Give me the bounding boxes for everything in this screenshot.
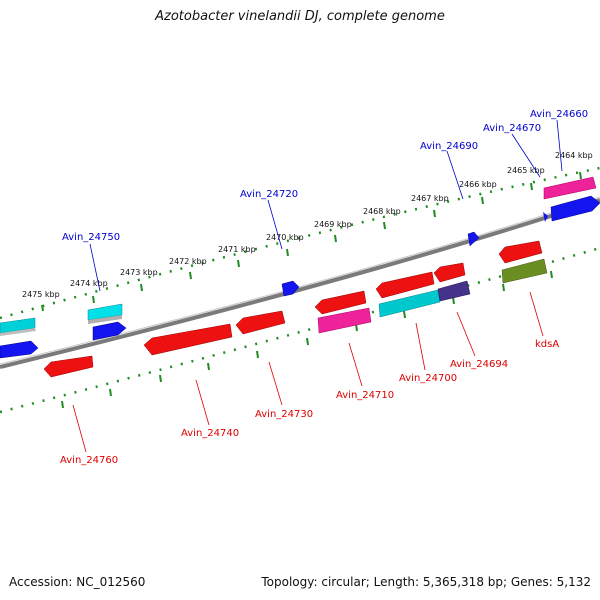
major-tick bbox=[579, 171, 582, 180]
gene-feature-shadow bbox=[0, 328, 36, 336]
major-tick bbox=[207, 362, 210, 371]
leader-line bbox=[195, 379, 210, 426]
scale-label: 2466 kbp bbox=[459, 180, 497, 189]
scale-label: 2471 kbp bbox=[218, 245, 256, 254]
genome-backbone bbox=[0, 198, 600, 369]
gene-feature-red[interactable] bbox=[43, 355, 94, 378]
major-tick bbox=[530, 182, 533, 191]
major-tick bbox=[61, 400, 64, 409]
major-tick bbox=[481, 196, 484, 205]
gene-label-kdsa[interactable]: kdsA bbox=[535, 339, 559, 350]
gene-feature-blue[interactable] bbox=[0, 340, 39, 359]
scale-label: 2464 kbp bbox=[555, 151, 593, 160]
major-tick bbox=[41, 304, 44, 312]
gene-feature-blue[interactable] bbox=[92, 321, 127, 341]
major-tick bbox=[256, 350, 259, 359]
gene-feature-blue[interactable] bbox=[550, 195, 600, 222]
leader-line bbox=[415, 322, 426, 371]
major-tick bbox=[334, 234, 337, 243]
major-tick bbox=[550, 270, 553, 279]
gene-feature-red[interactable] bbox=[143, 323, 233, 356]
gene-feature-olive[interactable] bbox=[501, 258, 548, 284]
topology-summary: Topology: circular; Length: 5,365,318 bp… bbox=[261, 575, 591, 589]
scale-label: 2465 kbp bbox=[507, 166, 545, 175]
genome-backbone-highlight bbox=[0, 196, 600, 365]
leader-line bbox=[446, 150, 464, 200]
leader-line bbox=[511, 133, 541, 178]
lower-gene-labels: Avin_24760 Avin_24740 Avin_24730 Avin_24… bbox=[60, 339, 559, 466]
gene-label-avin-24740[interactable]: Avin_24740 bbox=[181, 428, 239, 439]
scale-labels: 2475 kbp 2474 kbp 2473 kbp 2472 kbp 2471… bbox=[22, 151, 593, 299]
scale-label: 2475 kbp bbox=[22, 290, 60, 299]
inner-major-ticks bbox=[61, 270, 553, 409]
gene-label-avin-24760[interactable]: Avin_24760 bbox=[60, 455, 118, 466]
major-tick bbox=[403, 310, 406, 319]
gene-feature-red[interactable] bbox=[235, 310, 286, 335]
leader-line bbox=[529, 291, 544, 337]
major-tick bbox=[502, 283, 505, 292]
gene-feature-magenta[interactable] bbox=[543, 176, 597, 200]
major-tick bbox=[433, 209, 436, 218]
gene-label-avin-24750[interactable]: Avin_24750 bbox=[62, 232, 120, 243]
gene-label-avin-24690[interactable]: Avin_24690 bbox=[420, 141, 478, 152]
upper-leader-lines bbox=[89, 119, 563, 292]
gene-feature-red[interactable] bbox=[498, 240, 543, 264]
gene-feature-purple[interactable] bbox=[437, 280, 471, 302]
gene-feature-red[interactable] bbox=[433, 262, 466, 283]
gene-feature-shadow bbox=[88, 315, 122, 324]
scale-label: 2472 kbp bbox=[169, 257, 207, 266]
leader-line bbox=[348, 342, 363, 387]
scale-label: 2468 kbp bbox=[363, 207, 401, 216]
gene-label-avin-24700[interactable]: Avin_24700 bbox=[399, 373, 457, 384]
leader-line bbox=[268, 361, 283, 406]
major-tick bbox=[383, 221, 386, 230]
outer-major-ticks bbox=[41, 171, 582, 312]
major-tick bbox=[140, 283, 143, 292]
genome-title: Azotobacter vinelandii DJ, complete geno… bbox=[155, 9, 445, 24]
gene-feature-red[interactable] bbox=[375, 271, 435, 299]
scale-label: 2467 kbp bbox=[411, 194, 449, 203]
outer-scale-ring bbox=[0, 166, 600, 320]
gene-label-avin-24670[interactable]: Avin_24670 bbox=[483, 123, 541, 134]
major-tick bbox=[109, 388, 112, 397]
leader-line bbox=[556, 119, 563, 172]
scale-label: 2474 kbp bbox=[70, 279, 108, 288]
gene-label-avin-24720[interactable]: Avin_24720 bbox=[240, 189, 298, 200]
gene-feature-magenta[interactable] bbox=[317, 307, 372, 334]
leader-line bbox=[456, 311, 476, 357]
forward-features bbox=[0, 176, 600, 359]
gene-label-avin-24694[interactable]: Avin_24694 bbox=[450, 359, 508, 370]
gene-feature-blue[interactable] bbox=[467, 231, 480, 247]
reverse-features bbox=[43, 240, 548, 378]
leader-line bbox=[72, 404, 87, 453]
major-tick bbox=[92, 295, 95, 304]
gene-feature-red[interactable] bbox=[314, 290, 367, 315]
gene-label-avin-24660[interactable]: Avin_24660 bbox=[530, 109, 588, 120]
major-tick bbox=[237, 259, 240, 268]
major-tick bbox=[189, 271, 192, 280]
leader-line bbox=[267, 199, 283, 250]
gene-feature-cyan[interactable] bbox=[378, 289, 441, 318]
major-tick bbox=[159, 374, 162, 383]
leader-line bbox=[89, 243, 101, 292]
gene-feature-blue[interactable] bbox=[543, 212, 548, 222]
scale-label: 2470 kbp bbox=[266, 233, 304, 242]
major-tick bbox=[306, 337, 309, 346]
gene-label-avin-24710[interactable]: Avin_24710 bbox=[336, 390, 394, 401]
gene-feature-blue[interactable] bbox=[281, 280, 300, 297]
accession-label: Accession: NC_012560 bbox=[9, 575, 146, 589]
upper-gene-labels: Avin_24750 Avin_24720 Avin_24690 Avin_24… bbox=[62, 109, 588, 243]
lower-leader-lines bbox=[72, 291, 544, 453]
scale-label: 2473 kbp bbox=[120, 268, 158, 277]
gene-label-avin-24730[interactable]: Avin_24730 bbox=[255, 409, 313, 420]
major-tick bbox=[286, 248, 289, 257]
scale-label: 2469 kbp bbox=[314, 220, 352, 229]
